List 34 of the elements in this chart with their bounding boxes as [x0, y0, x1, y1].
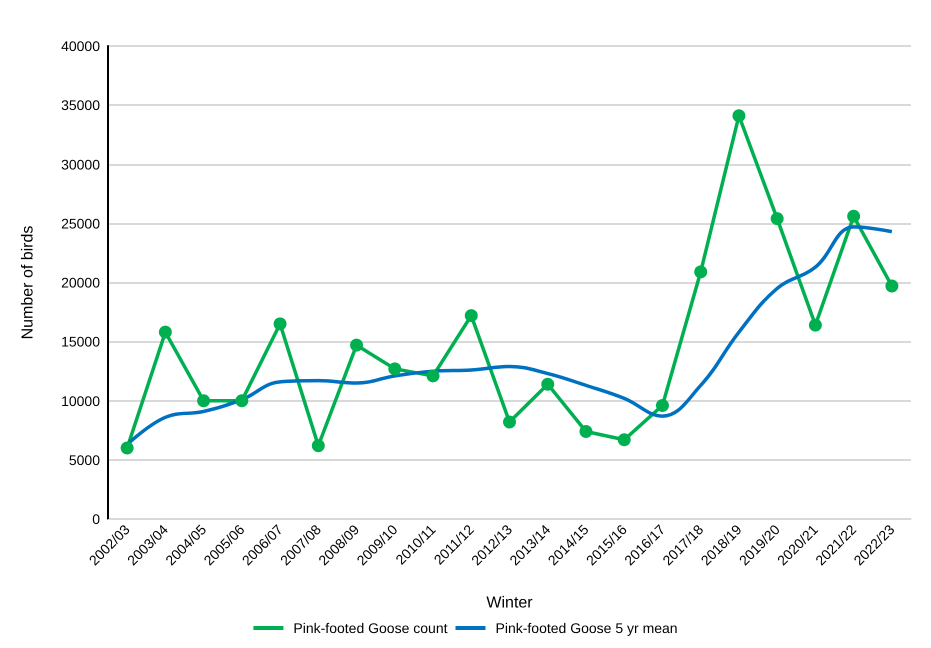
point	[694, 265, 708, 278]
point	[618, 433, 631, 446]
legend-label: Pink-footed Goose count	[293, 620, 448, 636]
y-tick-label: 5000	[68, 452, 100, 468]
point	[388, 362, 402, 376]
x-axis-title: Winter	[486, 594, 534, 612]
point	[464, 309, 478, 322]
y-tick-label: 15000	[61, 334, 100, 350]
point	[120, 442, 134, 455]
y-tick-label: 25000	[61, 215, 100, 232]
y-tick-label: 35000	[61, 97, 100, 114]
point	[350, 338, 364, 352]
y-tick-label: 10000	[61, 392, 100, 409]
y-axis-title: Number of birds	[20, 226, 36, 340]
legend-label: Pink-footed Goose 5 yr mean	[496, 620, 678, 636]
point	[541, 378, 554, 391]
point	[312, 439, 325, 452]
point	[235, 394, 248, 408]
y-tick-label: 20000	[61, 274, 100, 290]
y-tick-label: 30000	[61, 156, 100, 172]
point	[158, 326, 172, 339]
point	[847, 210, 860, 223]
point	[579, 425, 592, 438]
point	[274, 317, 287, 330]
point	[885, 280, 898, 293]
point	[732, 109, 746, 122]
point	[770, 212, 784, 226]
point	[808, 318, 822, 332]
y-tick-label: 0	[92, 511, 100, 527]
point	[197, 394, 210, 408]
point	[656, 398, 669, 412]
point	[503, 416, 516, 429]
point	[426, 369, 440, 382]
y-tick-label: 40000	[61, 38, 100, 54]
